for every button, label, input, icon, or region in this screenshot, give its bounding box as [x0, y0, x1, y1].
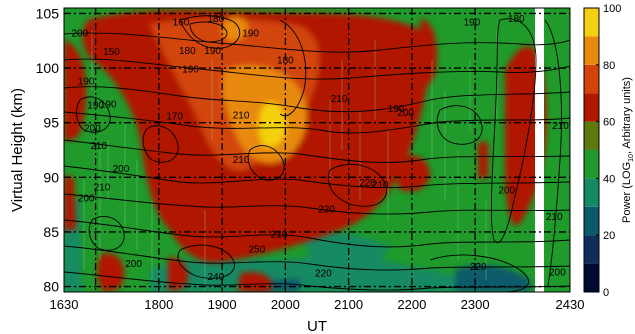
colorbar-level: [584, 64, 599, 94]
contour-label: 190: [182, 64, 199, 75]
x-tick-label: 2300: [461, 297, 490, 312]
contour-label: 180: [179, 46, 196, 57]
colorbar-tick-label: 20: [603, 230, 615, 242]
colorbar: 0 20 40 60 80 100: [583, 3, 621, 299]
contour-label: 200: [71, 28, 88, 39]
contour-label: 210: [552, 121, 569, 132]
contour-label: 200: [84, 123, 101, 134]
contour-label: 170: [166, 111, 183, 122]
contour-label: 220: [470, 262, 487, 273]
colorbar-level: [584, 263, 599, 292]
contour-label: 220: [315, 269, 332, 280]
contour-label: 240: [207, 272, 224, 283]
contour-label: 190: [100, 99, 117, 110]
contour-label: 200: [78, 193, 95, 204]
contour-label: 190: [204, 46, 221, 57]
contour-label: 210: [271, 229, 288, 240]
y-tick-label: 105: [36, 5, 60, 21]
x-tick-label: 2100: [334, 297, 363, 312]
contour-label: 210: [372, 180, 389, 191]
colorbar-level: [584, 178, 599, 207]
y-tick-label: 100: [36, 60, 60, 76]
x-tick-label: 1800: [144, 297, 173, 312]
y-axis-label: Virtual Height (km): [9, 88, 26, 212]
contour-label: 200: [397, 108, 414, 119]
colorbar-tick-label: 40: [603, 173, 615, 185]
x-tick-label: 2200: [397, 297, 426, 312]
contour-label: 210: [233, 155, 250, 166]
contour-label: 200: [498, 186, 515, 197]
grid: [64, 8, 570, 292]
contour-label: 180: [207, 14, 224, 25]
contour-label: 190: [78, 76, 95, 87]
contour-label: 210: [94, 182, 111, 193]
data-gap: [535, 8, 544, 292]
contour-label: 180: [277, 56, 294, 67]
contour-label: 200: [549, 268, 566, 279]
contour-label: 210: [546, 212, 563, 223]
colorbar-level: [584, 206, 599, 236]
colorbar-level: [584, 8, 599, 37]
x-axis: 1630 1800 1900 2000 2100 2200 2300 2430: [50, 287, 585, 312]
y-tick-label: 95: [43, 115, 59, 131]
contour-label: 160: [173, 17, 190, 28]
colorbar-level: [584, 121, 599, 150]
contour-label: 190: [242, 28, 259, 39]
colorbar-tick-label: 0: [603, 287, 609, 299]
contour-label: 210: [233, 110, 250, 121]
y-tick-label: 90: [43, 169, 59, 185]
x-tick-label: 2430: [556, 297, 585, 312]
x-tick-label: 2000: [271, 297, 300, 312]
contour-label: 250: [249, 245, 266, 256]
contour-label: 200: [113, 164, 130, 175]
contour-label: 220: [318, 204, 335, 215]
y-axis: 80 85 90 95 100 105: [36, 5, 69, 295]
y-tick-label: 85: [43, 224, 59, 240]
contour-label: 220: [359, 178, 376, 189]
colorbar-level: [584, 93, 599, 122]
colorbar-tick-label: 100: [603, 3, 621, 15]
colorbar-tick-label: 60: [603, 117, 615, 129]
colorbar-tick-label: 80: [603, 60, 615, 72]
colorbar-level: [584, 235, 599, 264]
colorbar-level: [584, 36, 599, 65]
contour-label: 190: [388, 104, 405, 115]
colorbar-label: Power (LOG10, Arbitrary units): [621, 77, 635, 223]
plot-frame: [63, 7, 571, 293]
colorbar-frame: [583, 7, 600, 293]
contour-label: 190: [87, 100, 104, 111]
x-axis-label: UT: [307, 318, 327, 334]
contour-label: 180: [508, 14, 525, 25]
x-tick-label: 1900: [208, 297, 237, 312]
y-tick-label: 80: [43, 279, 59, 295]
x-tick-label: 1630: [50, 297, 79, 312]
contour-label: 150: [103, 47, 120, 58]
contour-label: 210: [90, 141, 107, 152]
contour-label: 210: [331, 94, 348, 105]
colorbar-level: [584, 150, 599, 179]
contour-label: 190: [464, 17, 481, 28]
contour-label: 200: [125, 259, 142, 270]
